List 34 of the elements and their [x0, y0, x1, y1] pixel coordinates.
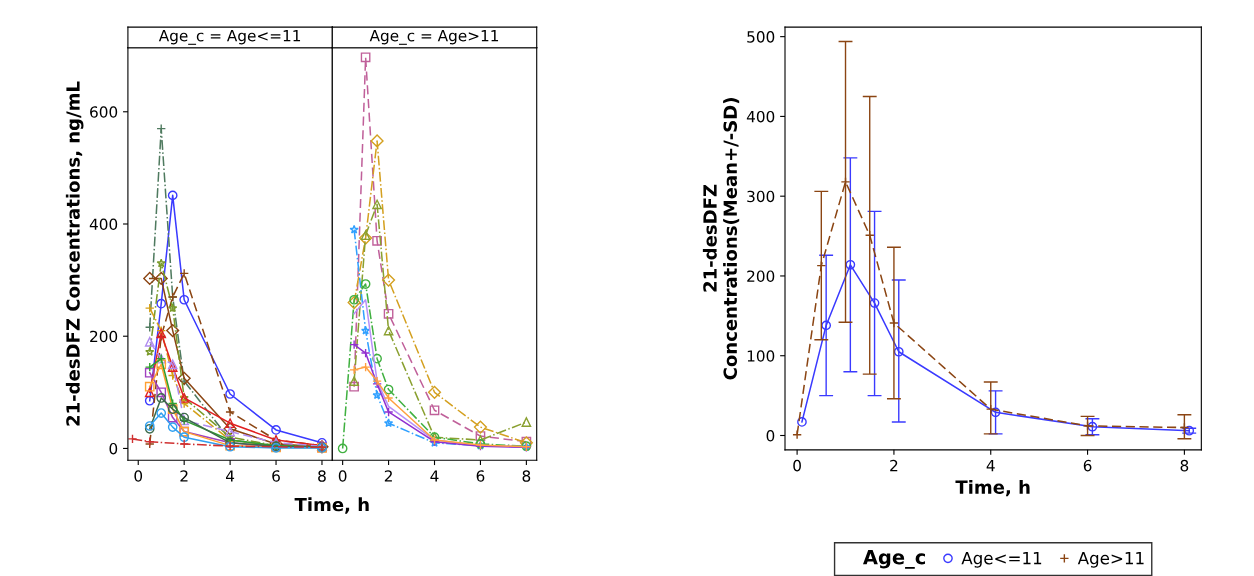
y-axis-title: 21-desDFZ Concentrations, ng/mL [65, 81, 84, 426]
y-tick-label: 0 [766, 429, 775, 442]
legend-label: Age<=11 [961, 552, 1042, 568]
y-tick-label: 400 [746, 110, 775, 123]
x-tick-label: 6 [1083, 459, 1092, 472]
x-tick-label: 2 [890, 459, 898, 472]
x-axis-title: Time, h [294, 497, 369, 514]
x-tick-label: 8 [318, 470, 326, 482]
chart-title: Age_c = Age<=11 [158, 30, 301, 45]
x-tick-label: 4 [430, 470, 439, 482]
y-tick-label: 600 [90, 106, 118, 118]
x-tick-label: 4 [226, 470, 235, 482]
x-tick-label: 0 [338, 470, 347, 482]
y-tick-label: 400 [89, 218, 118, 231]
x-tick-label: 0 [134, 470, 143, 482]
x-tick-label: 8 [522, 470, 531, 482]
x-tick-label: 0 [793, 459, 801, 472]
chart-title: Age_c = Age>11 [369, 30, 499, 45]
legend-label: Age>11 [1077, 552, 1144, 568]
x-axis-title: Time, h [955, 479, 1030, 497]
x-tick-label: 4 [986, 460, 995, 472]
y-tick-label: 0 [109, 442, 118, 455]
y-tick-label: 200 [90, 330, 118, 343]
x-tick-label: 8 [1180, 459, 1189, 472]
x-tick-label: 6 [272, 470, 280, 482]
x-tick-label: 2 [180, 470, 188, 482]
y-axis-title: 21-desDFZ Concentrations(Mean+/-SD) [702, 98, 740, 380]
x-tick-label: 6 [476, 470, 485, 482]
y-tick-label: 200 [747, 270, 775, 282]
y-tick-label: 500 [747, 31, 775, 43]
y-tick-label: 300 [747, 190, 775, 203]
y-tick-label: 100 [747, 350, 775, 362]
legend-title: Age_c [863, 550, 926, 569]
x-tick-label: 2 [384, 470, 392, 482]
